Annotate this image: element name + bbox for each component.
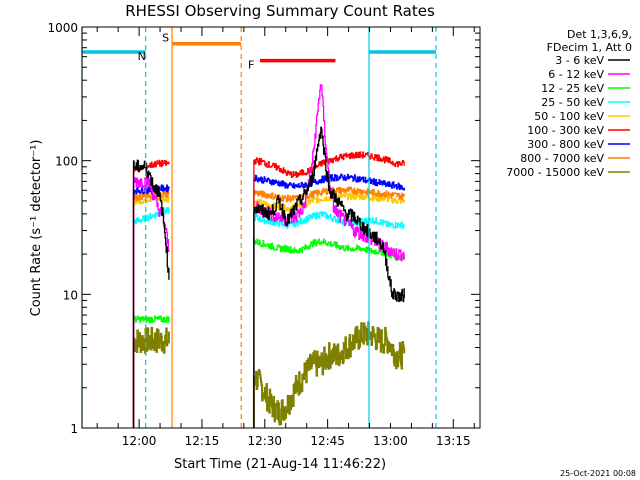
legend-header: Det 1,3,6,9,: [567, 28, 632, 41]
legend-entry-label: 6 - 12 keV: [548, 68, 604, 81]
legend-entry-label: 50 - 100 keV: [534, 110, 604, 123]
plot-area: N S F: [81, 27, 437, 428]
legend-entry-label: 300 - 800 keV: [527, 138, 604, 151]
series-line-9: [132, 321, 406, 428]
legend-entry-label: 25 - 50 keV: [541, 96, 604, 109]
series-line-5: [132, 192, 405, 428]
y-tick-label: 100: [55, 155, 78, 169]
marker-label-F: F: [248, 59, 254, 72]
x-axis-label: Start Time (21-Aug-14 11:46:22): [174, 457, 386, 472]
x-tick-label: 13:15: [436, 434, 471, 448]
chart-title: RHESSI Observing Summary Count Rates: [125, 2, 435, 20]
x-tick-label: 13:00: [373, 434, 408, 448]
x-tick-label: 12:00: [122, 434, 157, 448]
legend-entry-label: 7000 - 15000 keV: [506, 166, 604, 179]
series-line-1: [132, 126, 405, 428]
y-tick-label: 10: [63, 288, 78, 302]
marker-label-S: S: [162, 32, 169, 45]
marker-label-N: N: [138, 50, 146, 63]
data-layer: [132, 84, 406, 428]
legend-entry-label: 3 - 6 keV: [555, 54, 604, 67]
legend-entry-label: 800 - 7000 keV: [520, 152, 604, 165]
footer-stamp: 25-Oct-2021 00:08: [560, 469, 636, 478]
plot-frame: [81, 26, 481, 429]
series-line-2: [132, 84, 405, 428]
y-tick-label: 1000: [47, 21, 78, 35]
axes: 1 10 100 1000 12:00 12:15 12:30 12:45 13:00 13:15: [47, 21, 481, 448]
legend-header: FDecim 1, Att 0: [547, 41, 632, 54]
x-tick-label: 12:30: [247, 434, 282, 448]
x-tick-label: 12:15: [185, 434, 220, 448]
legend-entry-label: 12 - 25 keV: [541, 82, 604, 95]
y-axis-label: Count Rate (s⁻¹ detector⁻¹): [29, 140, 44, 317]
legend-entry-label: 100 - 300 keV: [527, 124, 604, 137]
x-tick-label: 12:45: [310, 434, 345, 448]
y-tick-label: 1: [70, 422, 78, 436]
